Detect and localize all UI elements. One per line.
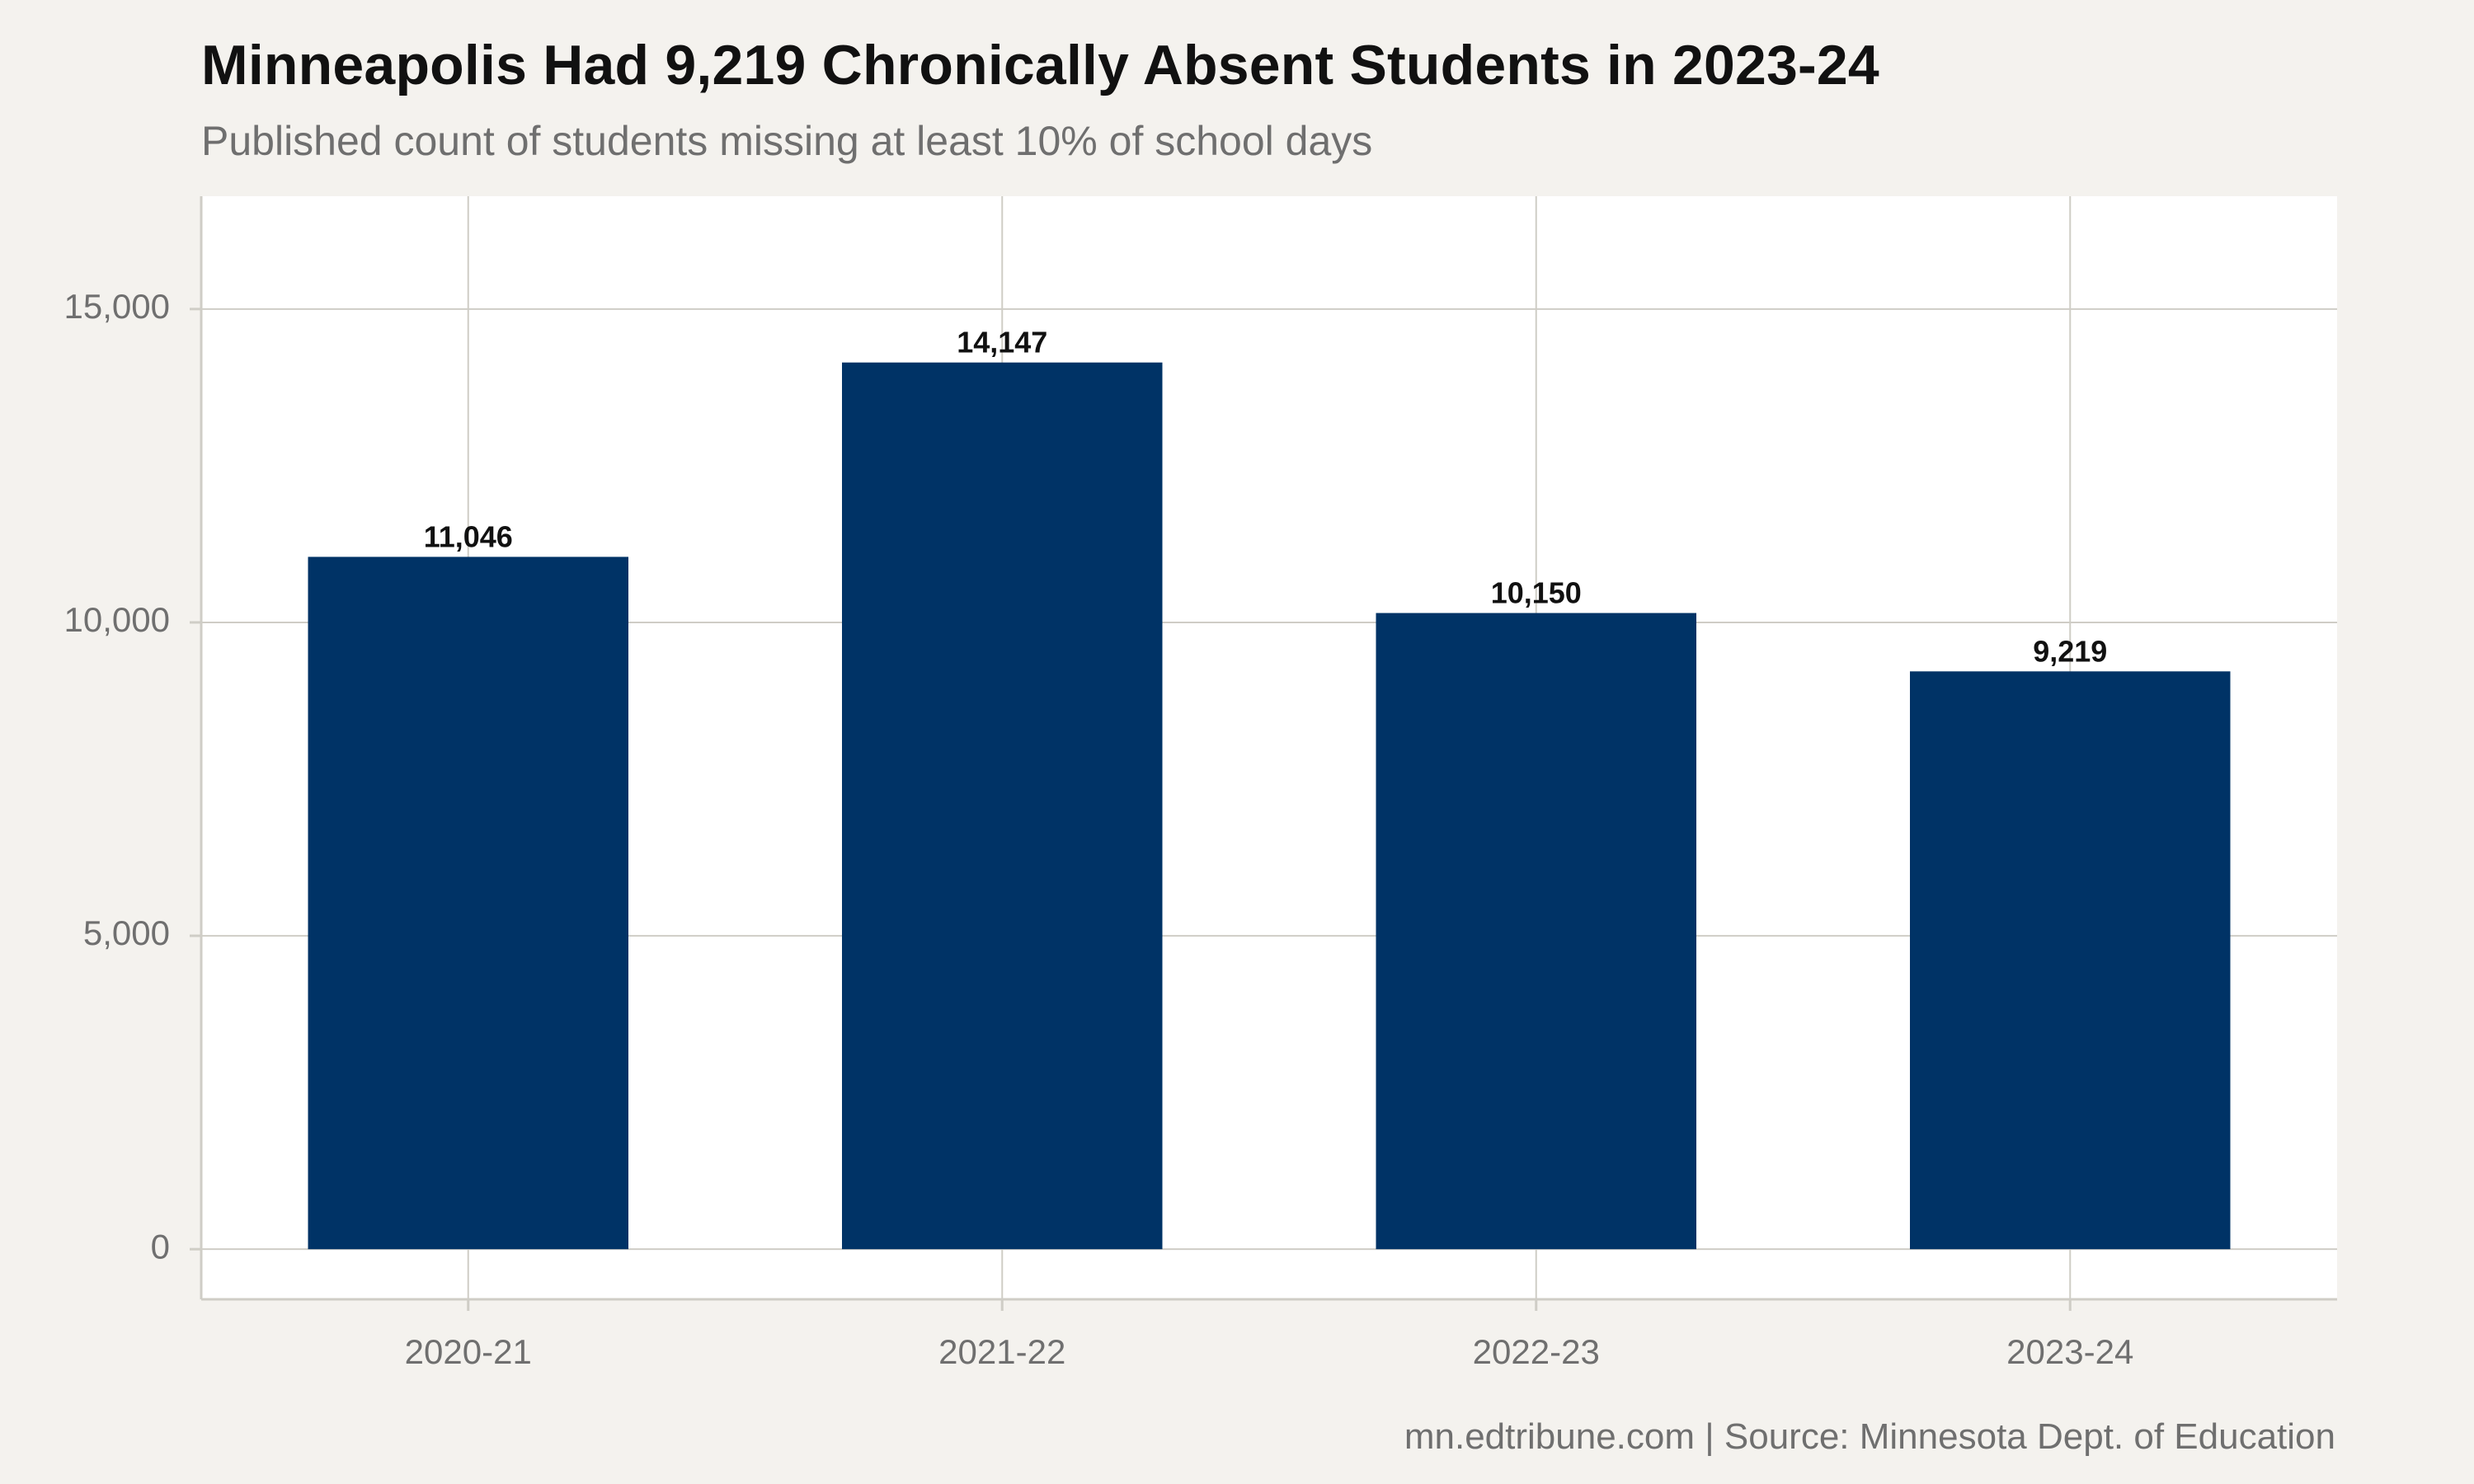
bar-value-label: 14,147 bbox=[957, 326, 1047, 359]
bars bbox=[308, 362, 2231, 1250]
x-tick-label: 2020-21 bbox=[405, 1332, 532, 1371]
bar-value-label: 11,046 bbox=[424, 519, 513, 553]
y-tick-labels: 0 5,000 10,000 15,000 bbox=[64, 287, 201, 1266]
bar-2022-23 bbox=[1376, 613, 1696, 1250]
x-tick-label: 2023-24 bbox=[2006, 1332, 2133, 1371]
y-tick-label: 15,000 bbox=[64, 287, 170, 326]
x-tick-label: 2021-22 bbox=[938, 1332, 1065, 1371]
bar-value-label: 10,150 bbox=[1491, 576, 1582, 610]
bar-value-label: 9,219 bbox=[2033, 634, 2107, 668]
chart-subtitle: Published count of students missing at l… bbox=[201, 118, 1373, 164]
bar-2023-24 bbox=[1910, 671, 2231, 1250]
bar-labels: 11,046 14,147 10,150 9,219 bbox=[424, 326, 2108, 669]
y-tick-label: 0 bbox=[151, 1227, 170, 1266]
x-tick-label: 2022-23 bbox=[1473, 1332, 1600, 1371]
bar-2021-22 bbox=[842, 362, 1163, 1250]
source-caption: mn.edtribune.com | Source: Minnesota Dep… bbox=[1404, 1416, 2335, 1457]
y-tick-label: 10,000 bbox=[64, 600, 170, 639]
chart-title: Minneapolis Had 9,219 Chronically Absent… bbox=[201, 34, 1879, 96]
y-tick-label: 5,000 bbox=[83, 913, 170, 952]
x-tick-labels: 2020-21 2021-22 2022-23 2023-24 bbox=[405, 1299, 2133, 1371]
bar-2020-21 bbox=[308, 556, 628, 1250]
